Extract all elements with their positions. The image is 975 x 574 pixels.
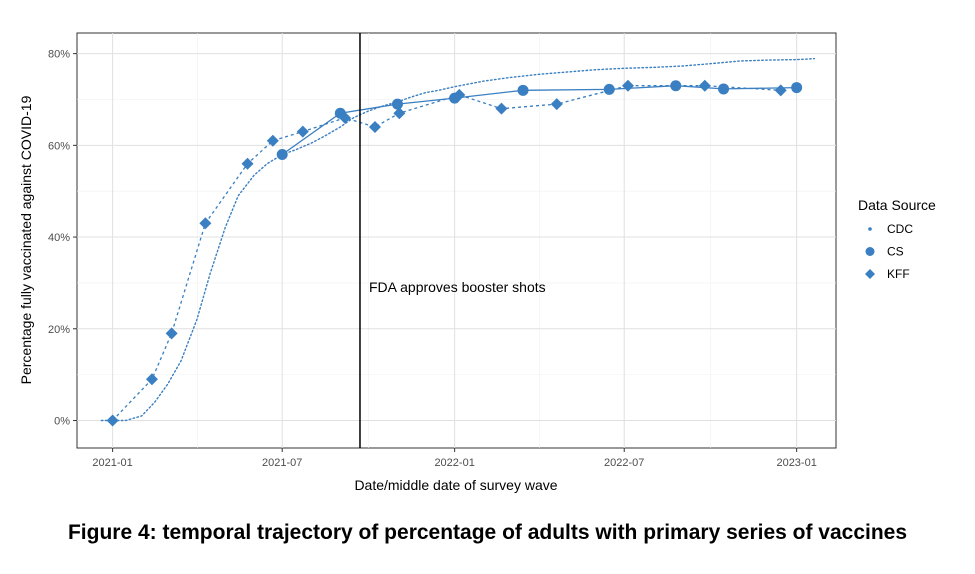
x-axis-title: Date/middle date of survey wave: [354, 477, 557, 493]
legend-label: CS: [887, 245, 904, 259]
kff-data-point: [453, 88, 466, 101]
figure-caption: Figure 4: temporal trajectory of percent…: [67, 521, 908, 544]
x-tick-label: 2022-07: [604, 457, 644, 469]
kff-data-point: [495, 102, 508, 115]
y-tick-label: 60%: [48, 140, 70, 152]
kff-data-point: [296, 125, 309, 138]
kff-data-point: [393, 107, 406, 120]
kff-data-point: [266, 134, 279, 147]
cs-data-point: [517, 84, 529, 96]
kff-data-point: [550, 98, 563, 111]
kff-data-point: [145, 373, 158, 386]
legend-key-cs: [865, 247, 875, 256]
kff-data-point: [106, 414, 119, 427]
chart: FDA approves booster shots 2021-01 2021-0…: [18, 32, 936, 493]
cs-data-point: [791, 82, 803, 94]
legend-title: Data Source: [858, 197, 936, 213]
y-tick-label: 0%: [54, 415, 70, 427]
x-axis: 2021-01 2021-07 2022-01 2022-07 2023-01: [92, 448, 817, 469]
major-gridlines: [77, 33, 836, 448]
kff-data-point: [241, 157, 254, 170]
kff-data-point: [165, 327, 178, 340]
x-tick-label: 2021-07: [262, 457, 302, 469]
legend-key-cdc: [868, 227, 872, 231]
y-axis-title: Percentage fully vaccinated against COVI…: [18, 95, 34, 384]
cs-data-point: [603, 83, 615, 95]
kff-data-point: [368, 121, 381, 134]
kff-data-point: [698, 79, 711, 92]
booster-approval-annotation: FDA approves booster shots: [369, 279, 546, 295]
y-tick-label: 40%: [48, 232, 70, 244]
kff-data-point: [774, 84, 787, 97]
kff-data-point: [338, 111, 351, 124]
y-tick-label: 20%: [48, 324, 70, 336]
cdc-series-line: [100, 58, 816, 422]
y-tick-label: 80%: [48, 49, 70, 61]
x-tick-label: 2021-01: [92, 457, 132, 469]
legend-label: KFF: [887, 267, 910, 281]
cs-data-point: [670, 80, 682, 92]
kff-data-point: [621, 79, 634, 92]
legend-label: CDC: [887, 222, 913, 236]
x-tick-label: 2022-01: [434, 457, 474, 469]
series-points: [106, 79, 803, 427]
y-axis: 0% 20% 40% 60% 80%: [48, 49, 77, 427]
legend: Data Source CDC CS KFF: [858, 197, 936, 281]
cs-data-point: [391, 98, 403, 110]
minor-gridlines: [77, 33, 836, 448]
x-tick-label: 2023-01: [776, 457, 816, 469]
legend-key-kff: [865, 269, 875, 279]
kff-data-point: [199, 217, 212, 230]
cs-data-point: [276, 149, 288, 161]
cs-data-point: [718, 83, 730, 95]
